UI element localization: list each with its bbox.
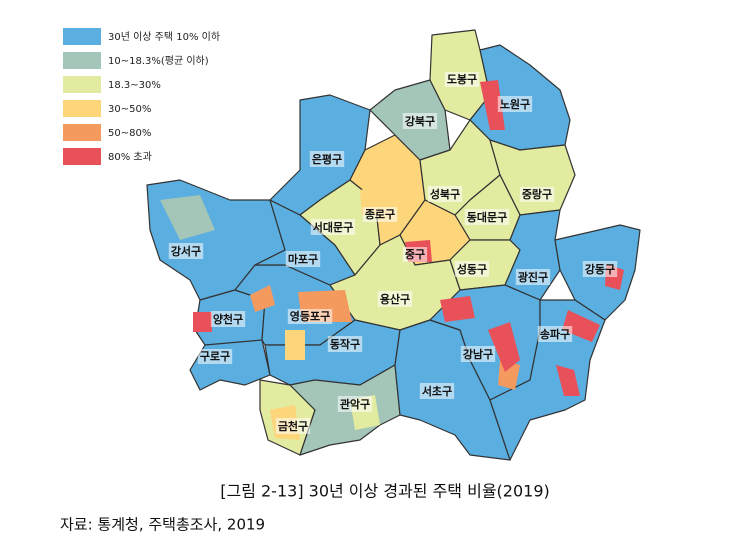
legend-swatch bbox=[63, 76, 101, 93]
district-label-bg bbox=[519, 187, 555, 202]
district-label: 강남구 bbox=[463, 347, 493, 361]
district-label: 종로구 bbox=[365, 208, 395, 221]
district-label: 관악구 bbox=[340, 397, 370, 411]
legend-label: 18.3~30% bbox=[108, 80, 161, 91]
district-label: 중랑구 bbox=[522, 188, 552, 201]
legend-label: 50~80% bbox=[108, 128, 151, 139]
district-label: 강북구 bbox=[405, 114, 435, 128]
district-label: 도봉구 bbox=[447, 73, 477, 86]
district-label-bg bbox=[444, 72, 480, 87]
district-label: 성북구 bbox=[430, 187, 460, 201]
district-label-bg bbox=[309, 151, 345, 167]
source: 자료: 통계청, 주택총조사, 2019 bbox=[60, 516, 265, 534]
legend-swatch bbox=[63, 124, 101, 141]
legend-label: 80% 초과 bbox=[108, 151, 152, 163]
district-label-bg bbox=[310, 219, 356, 235]
district-label: 마포구 bbox=[288, 252, 318, 266]
district-label: 동대문구 bbox=[467, 210, 507, 224]
district-label-bg bbox=[582, 261, 618, 277]
district-label: 동작구 bbox=[330, 337, 360, 351]
district-label: 서초구 bbox=[422, 384, 452, 398]
district-label-bg bbox=[460, 346, 496, 362]
district-label: 양천구 bbox=[213, 312, 243, 326]
map-shapes bbox=[146, 29, 641, 461]
legend-swatch bbox=[63, 100, 101, 117]
district-label-bg bbox=[497, 96, 533, 112]
district-label-bg bbox=[337, 396, 373, 412]
district-label-bg bbox=[287, 309, 333, 324]
district-label-bg bbox=[168, 243, 204, 259]
district-label-bg bbox=[285, 251, 321, 267]
district-label-bg bbox=[454, 261, 490, 277]
district-label: 구로구 bbox=[200, 350, 230, 363]
district-label: 송파구 bbox=[540, 327, 570, 341]
district-label-bg bbox=[427, 186, 463, 202]
district-label-bg bbox=[402, 247, 428, 262]
legend: 30년 이상 주택 10% 이하 10~18.3%(평균 이하) 18.3~30% 3… bbox=[63, 28, 220, 165]
district-label: 은평구 bbox=[312, 152, 342, 166]
district-label-bg bbox=[377, 291, 413, 307]
legend-swatch bbox=[63, 28, 101, 45]
district-label-bg bbox=[464, 209, 510, 225]
caption: [그림 2-13] 30년 이상 경과된 주택 비율(2019) bbox=[220, 482, 550, 501]
district-label: 용산구 bbox=[380, 292, 410, 306]
district-label-bg bbox=[402, 113, 438, 129]
district-label: 성동구 bbox=[457, 262, 487, 276]
district-label: 금천구 bbox=[278, 419, 308, 433]
district-label-bg bbox=[419, 383, 455, 399]
legend-swatch bbox=[63, 148, 101, 165]
district-label: 노원구 bbox=[500, 97, 530, 111]
legend-swatch bbox=[63, 52, 101, 69]
district-label: 광진구 bbox=[518, 270, 548, 284]
legend-label: 10~18.3%(평균 이하) bbox=[108, 54, 209, 67]
district-label-bg bbox=[210, 311, 246, 327]
district-label-bg bbox=[362, 207, 398, 222]
district-label-bg bbox=[197, 349, 233, 364]
district-label: 영등포구 bbox=[290, 310, 330, 323]
district-label: 강동구 bbox=[585, 262, 615, 276]
district-label-bg bbox=[537, 326, 573, 342]
legend-label: 30년 이상 주택 10% 이하 bbox=[108, 30, 220, 43]
legend-label: 30~50% bbox=[108, 104, 151, 115]
district-label-bg bbox=[327, 336, 363, 352]
district-label: 강서구 bbox=[171, 244, 201, 258]
district-label: 서대문구 bbox=[313, 220, 353, 234]
district-label: 중구 bbox=[405, 248, 425, 261]
district-label-bg bbox=[275, 418, 311, 434]
district-label-bg bbox=[515, 269, 551, 285]
